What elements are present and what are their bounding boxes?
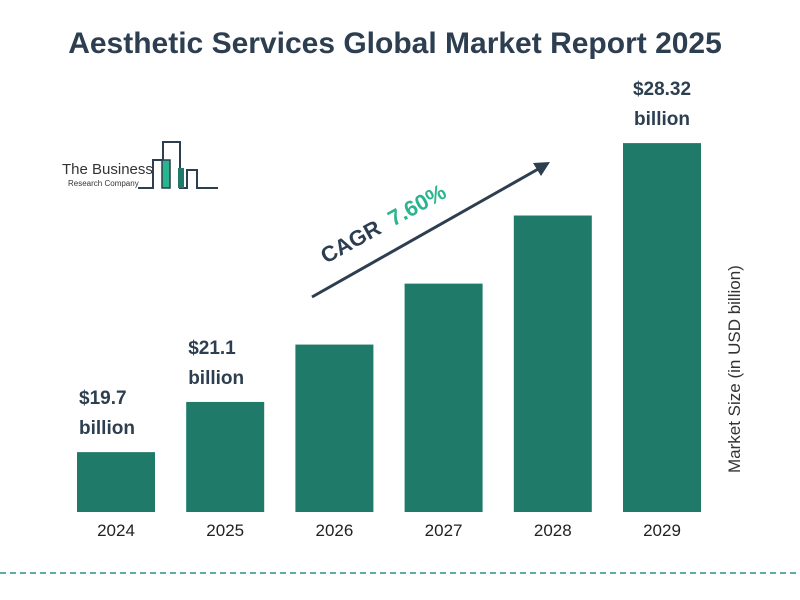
x-tick-label: 2025 [206, 521, 244, 540]
x-tick-label: 2026 [315, 521, 353, 540]
data-label: $28.32 [633, 79, 691, 100]
company-logo: The Business Research Company [62, 141, 218, 189]
x-tick-label: 2024 [97, 521, 135, 540]
cagr-arrow [311, 166, 541, 299]
bar-2028 [513, 215, 592, 512]
bar-2027 [404, 283, 483, 512]
x-tick-label: 2027 [425, 521, 463, 540]
data-label: billion [634, 109, 690, 130]
bar-2025 [186, 401, 265, 512]
bar-2029 [623, 143, 701, 512]
bar-2024 [77, 452, 155, 512]
data-label: billion [188, 368, 244, 389]
y-axis-label: Market Size (in USD billion) [725, 265, 744, 473]
data-label: $21.1 [188, 338, 236, 359]
logo-line2: Research Company [68, 179, 139, 188]
data-label: billion [79, 418, 135, 439]
x-tick-label: 2029 [643, 521, 681, 540]
chart-title: Aesthetic Services Global Market Report … [68, 27, 722, 60]
bar-2026 [295, 344, 374, 512]
cagr-arrowhead [533, 162, 550, 176]
logo-line1: The Business [62, 161, 153, 178]
data-label: $19.7 [79, 388, 127, 409]
x-tick-label: 2028 [534, 521, 572, 540]
